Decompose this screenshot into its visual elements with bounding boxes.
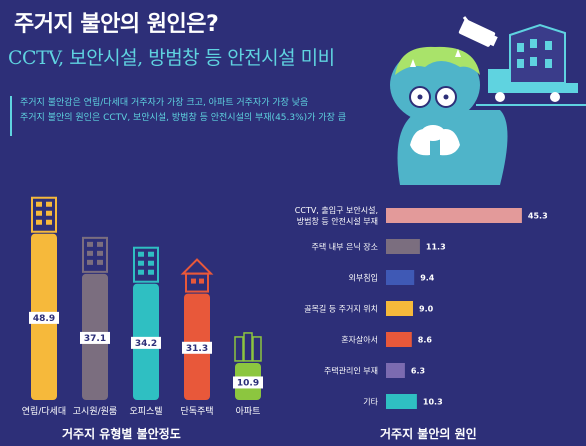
- category-label: CCTV, 출입구 보안시설,: [295, 205, 378, 215]
- bar-2: [386, 239, 420, 254]
- bar-6: [386, 363, 405, 378]
- category-label: 단독주택: [180, 406, 213, 417]
- value-label: 37.1: [84, 334, 106, 344]
- bar-4: [386, 301, 413, 316]
- value-label: 11.3: [426, 243, 446, 252]
- value-label: 34.2: [135, 339, 157, 349]
- value-label: 6.3: [411, 367, 425, 376]
- value-badge: [29, 311, 59, 324]
- value-label: 31.3: [186, 344, 208, 354]
- building-icon: [82, 236, 108, 273]
- category-label: 주택관리인 부재: [324, 366, 378, 376]
- category-label: 방범창 등 안전시설 부재: [297, 216, 378, 226]
- value-label: 10.3: [423, 398, 443, 407]
- category-label: 혼자살아서: [341, 335, 378, 345]
- bar-7: [386, 394, 417, 409]
- right-chart-title: 거주지 불안의 원인: [380, 427, 477, 441]
- value-badge: [233, 376, 263, 389]
- page-subtitle: CCTV, 보안시설, 방범창 등 안전시설 미비: [8, 47, 335, 69]
- category-label: 아파트: [236, 406, 261, 417]
- value-badge: [131, 336, 161, 349]
- value-label: 8.6: [418, 336, 433, 345]
- house-icon: [180, 258, 214, 293]
- worried-face-icon: [390, 46, 508, 185]
- category-label: 고시원/원룸: [73, 406, 117, 417]
- page-title: 주거지 불안의 원인은?: [14, 12, 219, 37]
- category-label: 주택 내부 은닉 장소: [311, 242, 378, 252]
- category-label: 오피스텔: [129, 405, 162, 417]
- summary-box: 주거지 불안감은 연립/다세대 거주자가 가장 크고, 아파트 거주자가 가장 …: [10, 96, 375, 136]
- residence-type-chart: 48.9 연립/다세대 37.1 고시원/원룸 34.2 오피스텔 31.3 단독주택 10.9…: [22, 196, 263, 417]
- left-chart-title: 거주지 유형별 불안정도: [62, 427, 181, 441]
- category-label: 연립/다세대: [22, 406, 66, 417]
- building-icon: [133, 246, 159, 283]
- value-badge: [80, 331, 110, 344]
- building-truck-icon: [476, 23, 586, 106]
- bar-5: [386, 332, 412, 347]
- anxiety-cause-chart: CCTV, 출입구 보안시설,방범창 등 안전시설 부재 45.3 주택 내부 은닉…: [295, 205, 548, 409]
- value-label: 48.9: [33, 314, 55, 324]
- bar-1: [386, 208, 522, 223]
- summary-line-1: 주거지 불안감은 연립/다세대 거주자가 가장 크고, 아파트 거주자가 가장 …: [20, 98, 309, 108]
- category-label: 골목길 등 주거지 위치: [304, 305, 378, 314]
- value-label: 10.9: [237, 378, 259, 388]
- category-label: 외부침입: [349, 273, 378, 283]
- apartment-icon: [234, 332, 262, 362]
- value-label: 9.4: [420, 274, 435, 283]
- bar-3: [386, 270, 415, 285]
- value-badge: [182, 341, 212, 354]
- value-label: 9.0: [419, 305, 434, 314]
- summary-line-2: 주거지 불안의 원인은 CCTV, 보안시설, 방범창 등 안전시설의 부재(4…: [20, 113, 347, 123]
- cctv-icon: [458, 16, 498, 47]
- worried-person-illustration: [390, 16, 586, 185]
- building-icon: [31, 196, 57, 233]
- category-label: 기타: [363, 398, 378, 407]
- value-label: 45.3: [528, 212, 548, 221]
